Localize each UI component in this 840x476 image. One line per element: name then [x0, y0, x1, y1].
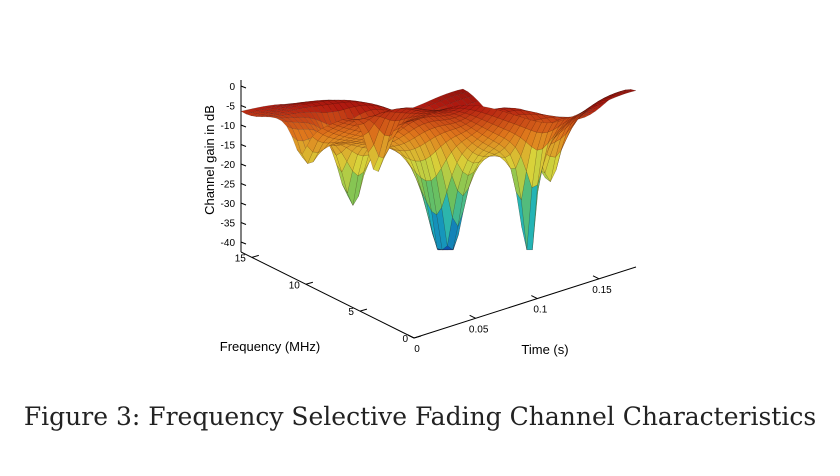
surface-patch [408, 118, 420, 122]
freq-tick-label: 0 [402, 334, 408, 345]
surface-mesh [240, 88, 637, 251]
time-tick-label: 0 [414, 344, 420, 355]
z-tick-mark [240, 105, 247, 108]
z-tick-mark [240, 144, 247, 147]
time-tick-mark [407, 334, 415, 339]
z-tick-label: -30 [221, 199, 236, 210]
z-tick-mark [240, 163, 247, 167]
time-tick-label: 0.1 [533, 305, 547, 316]
z-axis-label: Channel gain in dB [202, 105, 217, 215]
freq-tick-mark [251, 254, 259, 258]
time-tick-label: 0.05 [469, 324, 489, 335]
z-tick-label: -40 [221, 238, 236, 249]
z-tick-mark [240, 202, 247, 206]
time-axis-line [413, 266, 637, 339]
axes: 0 -5 -10 -15 -20 -25 -30 -35 -40 15 10 5 0 0 0.05 0.1… [202, 80, 637, 357]
frequency-axis-line [240, 251, 415, 339]
z-tick-label: -5 [226, 102, 235, 113]
time-tick-mark [592, 275, 600, 280]
time-axis-label: Time (s) [521, 342, 568, 357]
time-tick-label: 0.15 [592, 285, 612, 296]
z-tick-label: -35 [221, 219, 236, 230]
z-tick-label: -15 [221, 141, 236, 152]
freq-tick-mark [359, 308, 368, 312]
z-tick-mark [240, 241, 247, 245]
z-tick-label: 0 [229, 82, 235, 93]
time-tick-mark [531, 295, 538, 300]
frequency-axis-label: Frequency (MHz) [220, 339, 320, 354]
freq-tick-label: 15 [235, 253, 247, 264]
freq-tick-mark [305, 281, 314, 285]
time-tick-mark [469, 314, 476, 319]
z-tick-mark [240, 85, 247, 89]
freq-tick-label: 10 [289, 280, 301, 291]
z-tick-label: -25 [221, 180, 236, 191]
z-tick-label: -10 [221, 121, 236, 132]
freq-tick-mark [413, 335, 422, 339]
z-tick-mark [240, 124, 247, 128]
z-tick-label: -20 [221, 160, 236, 171]
freq-tick-label: 5 [348, 307, 354, 318]
figure-caption: Figure 3: Frequency Selective Fading Cha… [23, 402, 817, 431]
z-tick-mark [240, 222, 247, 225]
z-tick-mark [240, 183, 247, 186]
